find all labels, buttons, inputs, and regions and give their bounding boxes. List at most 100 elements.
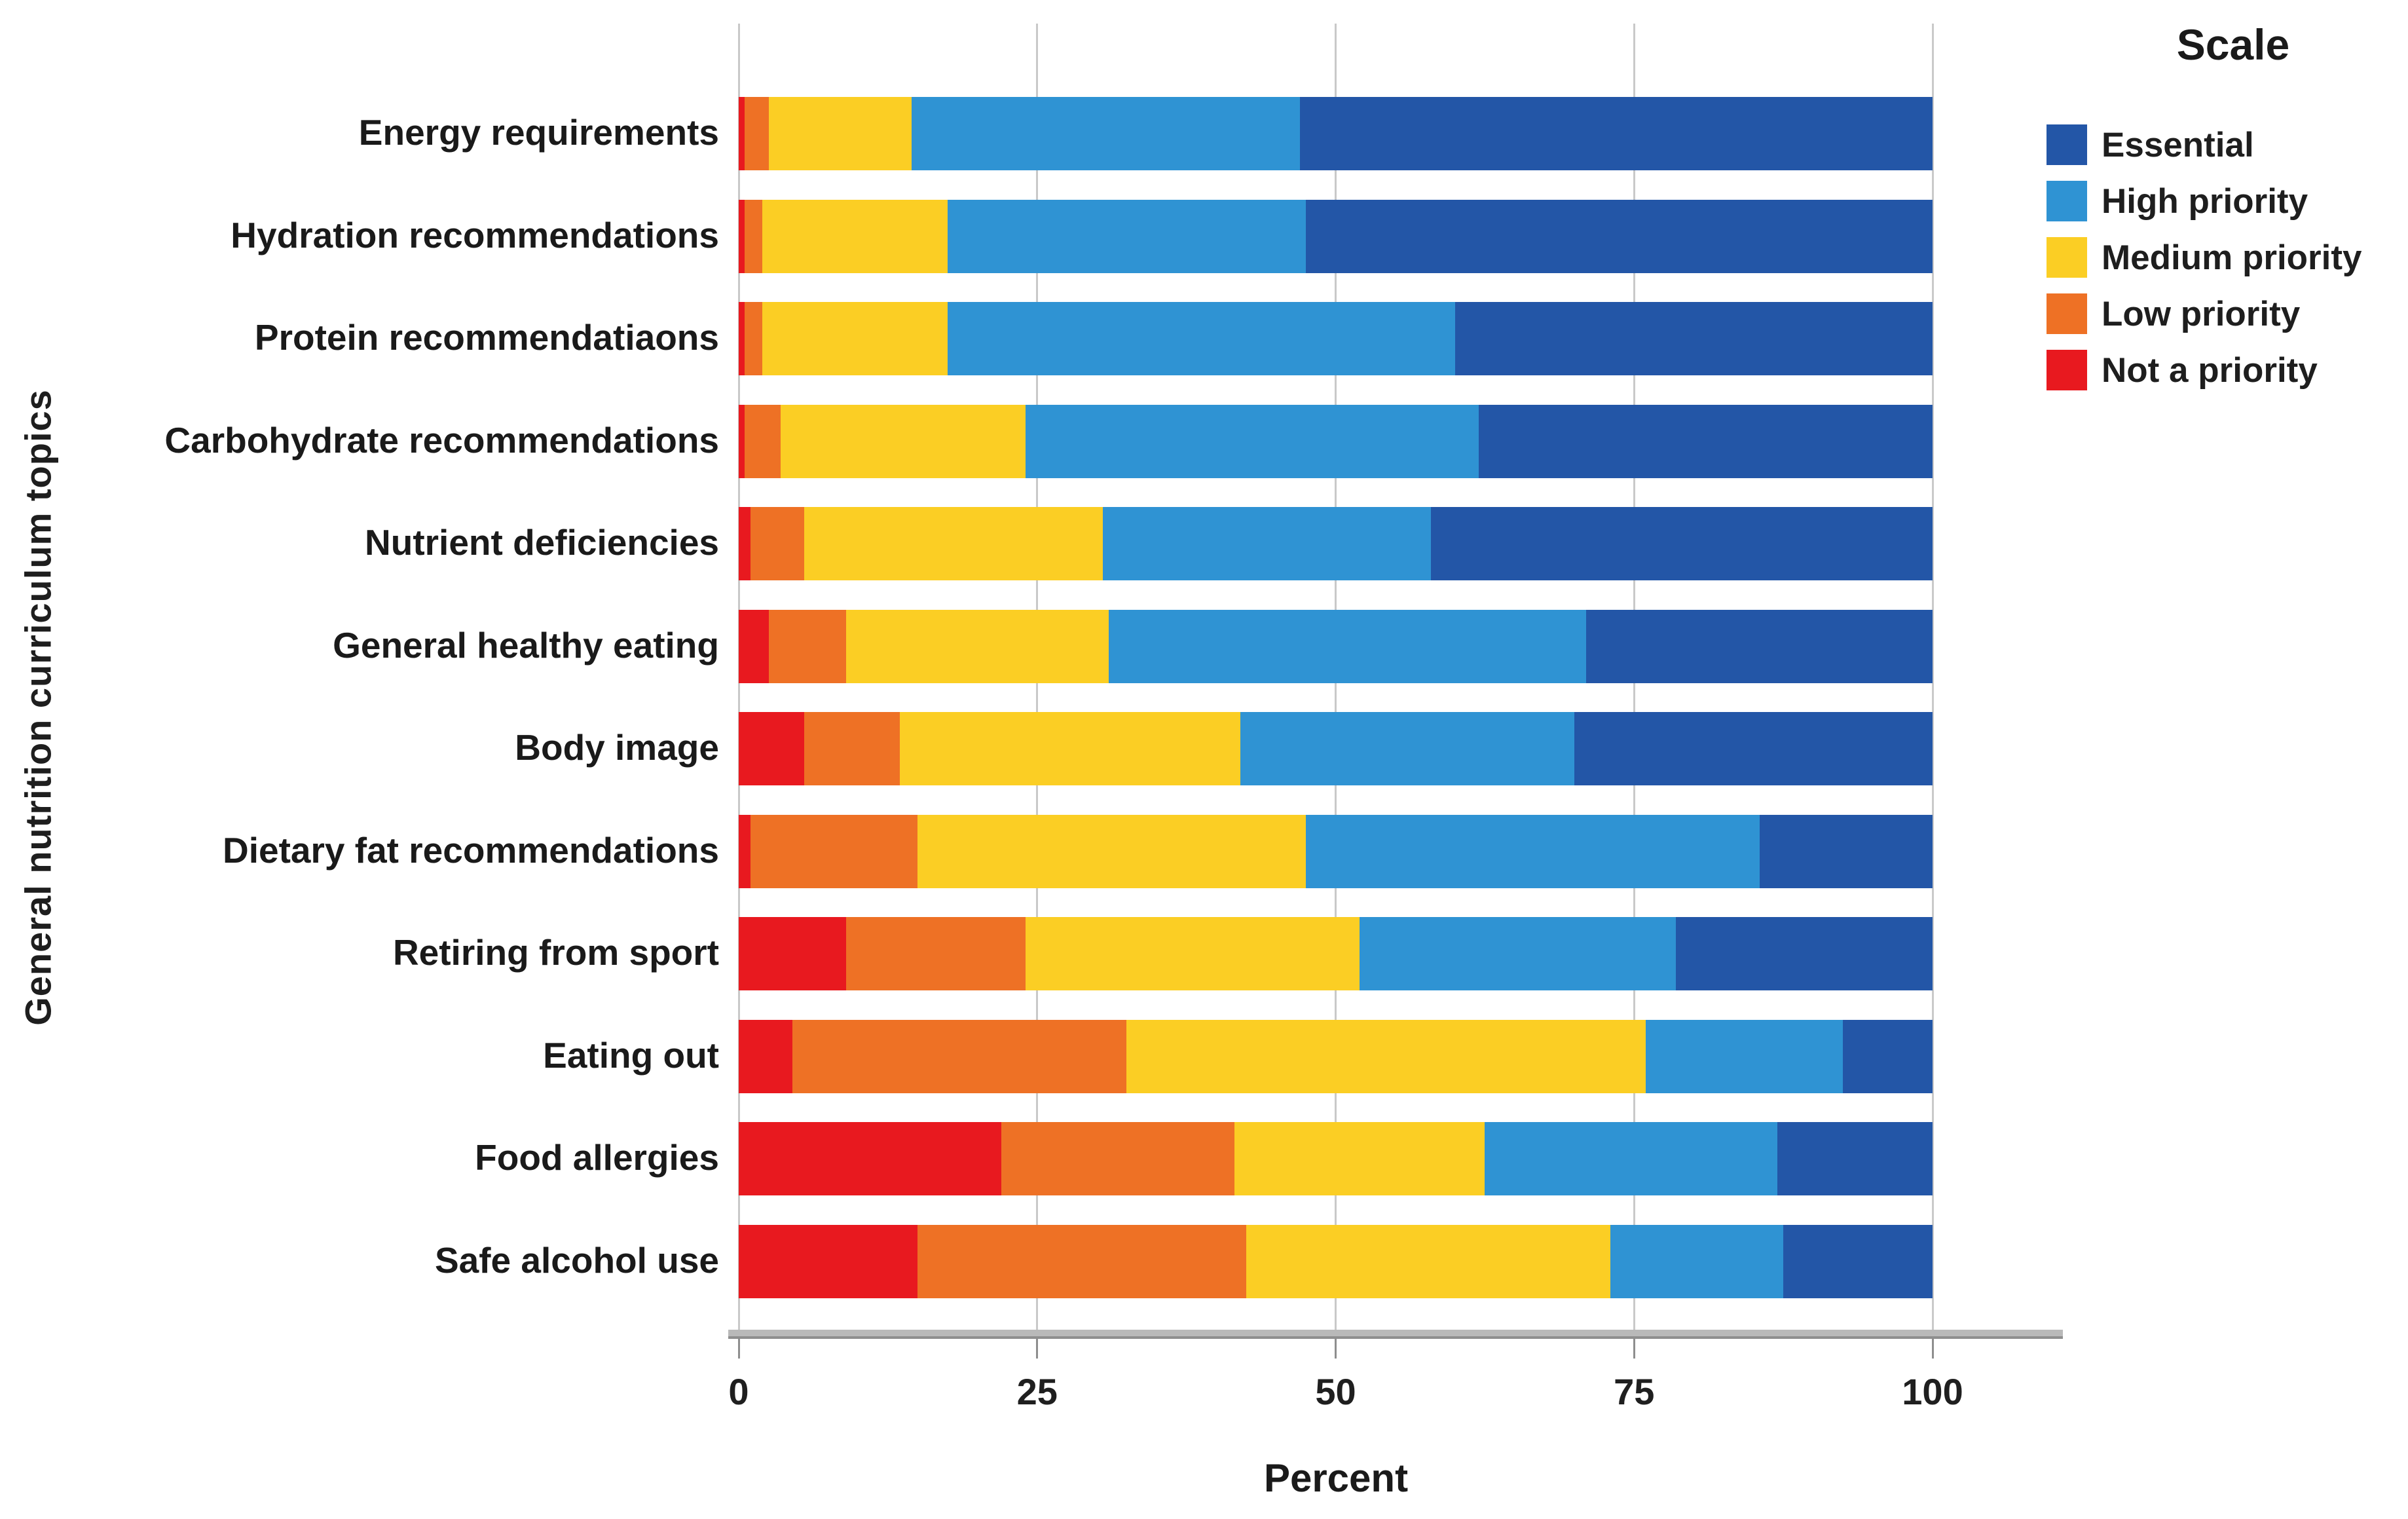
bar-segment bbox=[948, 199, 1306, 273]
category-label: Energy requirements bbox=[358, 112, 719, 153]
bar-row bbox=[739, 1122, 1933, 1195]
x-tick-label-50: 50 bbox=[1315, 1371, 1356, 1412]
bar-segment bbox=[739, 302, 745, 375]
bar-segment bbox=[900, 712, 1240, 785]
x-tick-label-100: 100 bbox=[1902, 1371, 1963, 1412]
category-label: Dietary fat recommendations bbox=[223, 829, 719, 871]
x-tick-50 bbox=[1335, 1339, 1337, 1359]
legend-label: Essential bbox=[2102, 125, 2254, 164]
legend-item: Not a priority bbox=[2047, 350, 2362, 390]
bar-segment bbox=[739, 507, 751, 580]
bar-segment bbox=[912, 97, 1300, 170]
bar-segment bbox=[768, 97, 912, 170]
bar-segment bbox=[1103, 507, 1432, 580]
bar-segment bbox=[846, 609, 1109, 683]
legend-label: Not a priority bbox=[2102, 350, 2318, 390]
legend-label: High priority bbox=[2102, 181, 2308, 221]
bar-segment bbox=[1109, 609, 1587, 683]
legend-item: Low priority bbox=[2047, 293, 2362, 334]
bar-segment bbox=[804, 507, 1103, 580]
bar-segment bbox=[739, 1122, 1002, 1195]
bar-row bbox=[739, 814, 1933, 888]
x-tick-0 bbox=[737, 1339, 740, 1359]
bar-segment bbox=[1299, 97, 1933, 170]
bar-segment bbox=[739, 97, 745, 170]
bar-segment bbox=[1610, 1224, 1784, 1298]
x-tick-label-75: 75 bbox=[1614, 1371, 1655, 1412]
bar-segment bbox=[1431, 507, 1933, 580]
bar-row bbox=[739, 1224, 1933, 1298]
category-label: Body image bbox=[515, 727, 719, 768]
x-axis-title: Percent bbox=[1263, 1456, 1409, 1500]
bar-segment bbox=[804, 712, 900, 785]
bar-segment bbox=[780, 404, 1026, 478]
category-label: Nutrient deficiencies bbox=[365, 522, 719, 563]
bar-row bbox=[739, 1019, 1933, 1093]
bar-segment bbox=[1359, 917, 1676, 990]
bar-segment bbox=[739, 814, 751, 888]
bar-segment bbox=[1025, 917, 1360, 990]
bar-segment bbox=[1305, 199, 1933, 273]
legend-label: Medium priority bbox=[2102, 238, 2362, 277]
legend-items: Essential High priority Medium priority Low… bbox=[2047, 124, 2362, 406]
bar-segment bbox=[745, 199, 763, 273]
x-tick-75 bbox=[1633, 1339, 1635, 1359]
bar-segment bbox=[739, 199, 745, 273]
bar-segment bbox=[1025, 404, 1479, 478]
category-label: General healthy eating bbox=[333, 624, 719, 666]
bar-segment bbox=[739, 917, 847, 990]
bar-segment bbox=[745, 97, 769, 170]
bar-segment bbox=[1485, 1122, 1777, 1195]
category-label: Retiring from sport bbox=[392, 932, 719, 973]
bar-segment bbox=[750, 814, 918, 888]
x-tick-label-0: 0 bbox=[728, 1371, 749, 1412]
category-label: Hydration recommendations bbox=[231, 214, 719, 255]
bar-segment bbox=[917, 814, 1306, 888]
bar-segment bbox=[745, 404, 781, 478]
bar-segment bbox=[1586, 609, 1933, 683]
bar-segment bbox=[1783, 1224, 1933, 1298]
bar-row bbox=[739, 302, 1933, 375]
legend-swatch-icon bbox=[2047, 237, 2087, 278]
bar-segment bbox=[739, 609, 769, 683]
bar-segment bbox=[739, 1224, 918, 1298]
bar-row bbox=[739, 97, 1933, 170]
bar-segment bbox=[745, 302, 763, 375]
bar-segment bbox=[739, 404, 745, 478]
x-tick-25 bbox=[1036, 1339, 1039, 1359]
bar-segment bbox=[1126, 1019, 1646, 1093]
legend-swatch-icon bbox=[2047, 350, 2087, 390]
legend-swatch-icon bbox=[2047, 124, 2087, 165]
category-label: Eating out bbox=[543, 1034, 719, 1076]
category-label: Safe alcohol use bbox=[434, 1239, 719, 1281]
bar-segment bbox=[917, 1224, 1246, 1298]
category-label: Carbohydrate recommendations bbox=[164, 419, 719, 460]
bar-segment bbox=[1246, 1224, 1610, 1298]
legend-label: Low priority bbox=[2102, 294, 2301, 333]
bar-segment bbox=[846, 917, 1026, 990]
bar-segment bbox=[739, 1019, 793, 1093]
legend-swatch-icon bbox=[2047, 293, 2087, 334]
bar-row bbox=[739, 507, 1933, 580]
bar-row bbox=[739, 199, 1933, 273]
bar-row bbox=[739, 917, 1933, 990]
bar-segment bbox=[948, 302, 1455, 375]
bar-segment bbox=[762, 199, 948, 273]
bar-row bbox=[739, 404, 1933, 478]
bar-segment bbox=[1479, 404, 1933, 478]
bar-segment bbox=[1759, 814, 1933, 888]
bar-segment bbox=[1777, 1122, 1933, 1195]
bar-segment bbox=[1305, 814, 1760, 888]
gridline-100 bbox=[1931, 24, 1934, 1330]
x-axis-line bbox=[728, 1330, 2063, 1339]
x-tick-label-25: 25 bbox=[1016, 1371, 1058, 1412]
bar-segment bbox=[1240, 712, 1575, 785]
legend-item: High priority bbox=[2047, 181, 2362, 221]
bar-segment bbox=[750, 507, 805, 580]
bar-segment bbox=[1676, 917, 1933, 990]
bar-segment bbox=[1574, 712, 1933, 785]
x-tick-100 bbox=[1931, 1339, 1934, 1359]
bar-row bbox=[739, 609, 1933, 683]
